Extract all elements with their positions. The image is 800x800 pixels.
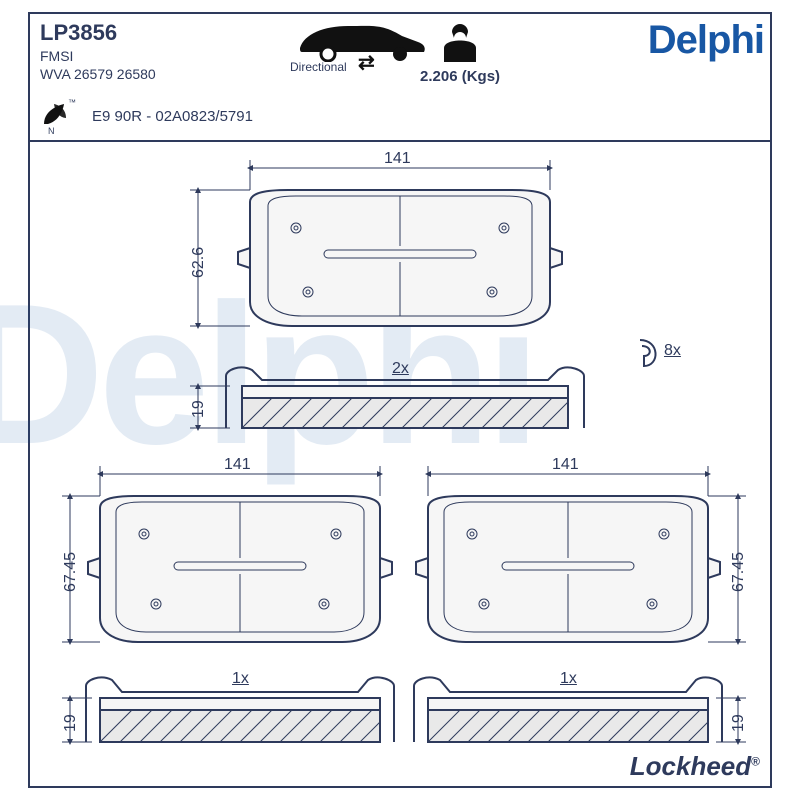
top-pad-width: 141 <box>384 150 411 168</box>
clip-qty: 8x <box>664 342 681 360</box>
bottom-left-side-drawing <box>62 678 394 742</box>
bottom-right-side-drawing <box>414 678 746 742</box>
footer-brand: Lockheed® <box>630 751 760 782</box>
leaf-icon <box>40 100 68 128</box>
br-side-qty: 1x <box>560 670 577 688</box>
br-side-height: 19 <box>730 714 748 732</box>
bl-pad-width: 141 <box>224 456 251 474</box>
bottom-right-pad-drawing <box>416 466 746 642</box>
bottom-left-pad-drawing <box>62 466 392 642</box>
top-side-assembly-drawing <box>190 340 656 428</box>
directional-label: Directional <box>290 60 347 74</box>
bl-side-height: 19 <box>62 714 80 732</box>
top-assembly-height: 19 <box>190 400 208 418</box>
fmsi-label: FMSI <box>40 48 73 64</box>
leaf-n: N <box>48 126 55 136</box>
certification-code: E9 90R - 02A0823/5791 <box>92 108 253 125</box>
brand-logo: Delphi <box>648 18 764 63</box>
kettlebell-icon <box>438 22 482 66</box>
top-pad-drawing <box>190 160 562 326</box>
technical-drawing-area: 141 62.6 19 2x 8x 141 67.45 141 67.45 19… <box>28 142 772 788</box>
top-pad-height: 62.6 <box>190 247 208 278</box>
weight-value: 2.206 (Kgs) <box>420 68 500 85</box>
bl-pad-height: 67.45 <box>62 552 80 592</box>
br-pad-width: 141 <box>552 456 579 474</box>
top-assembly-qty: 2x <box>392 360 409 378</box>
directional-arrows-icon: ⇄ <box>358 58 375 68</box>
part-number: LP3856 <box>40 20 117 46</box>
wva-codes: WVA 26579 26580 <box>40 66 156 82</box>
leaf-tm: ™ <box>68 98 76 107</box>
br-pad-height: 67.45 <box>730 552 748 592</box>
bl-side-qty: 1x <box>232 670 249 688</box>
